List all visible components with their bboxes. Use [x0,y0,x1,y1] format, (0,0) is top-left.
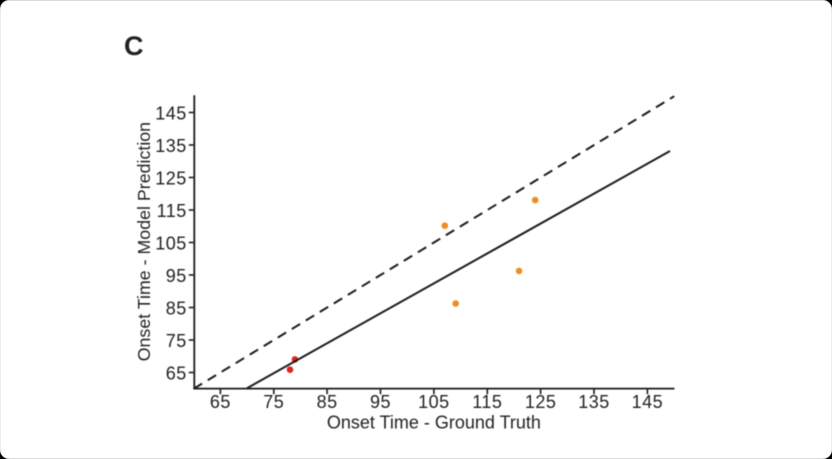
svg-text:105: 105 [155,233,187,253]
svg-text:65: 65 [210,392,231,412]
svg-text:75: 75 [166,331,187,351]
svg-text:65: 65 [166,363,187,383]
svg-text:Onset Time - Ground Truth: Onset Time - Ground Truth [327,413,541,433]
svg-text:75: 75 [263,392,284,412]
svg-text:135: 135 [155,136,187,156]
svg-text:125: 125 [525,392,557,412]
svg-text:C: C [124,31,144,61]
svg-text:85: 85 [317,392,338,412]
svg-text:115: 115 [472,392,502,412]
svg-text:Onset Time - Model Prediction: Onset Time - Model Prediction [134,122,154,361]
svg-text:115: 115 [157,201,187,221]
svg-text:145: 145 [632,392,664,412]
svg-text:145: 145 [155,103,187,123]
svg-text:105: 105 [418,392,450,412]
svg-text:135: 135 [578,392,610,412]
svg-text:95: 95 [370,392,391,412]
svg-text:125: 125 [155,168,187,188]
svg-text:85: 85 [166,298,187,318]
svg-text:95: 95 [166,266,187,286]
